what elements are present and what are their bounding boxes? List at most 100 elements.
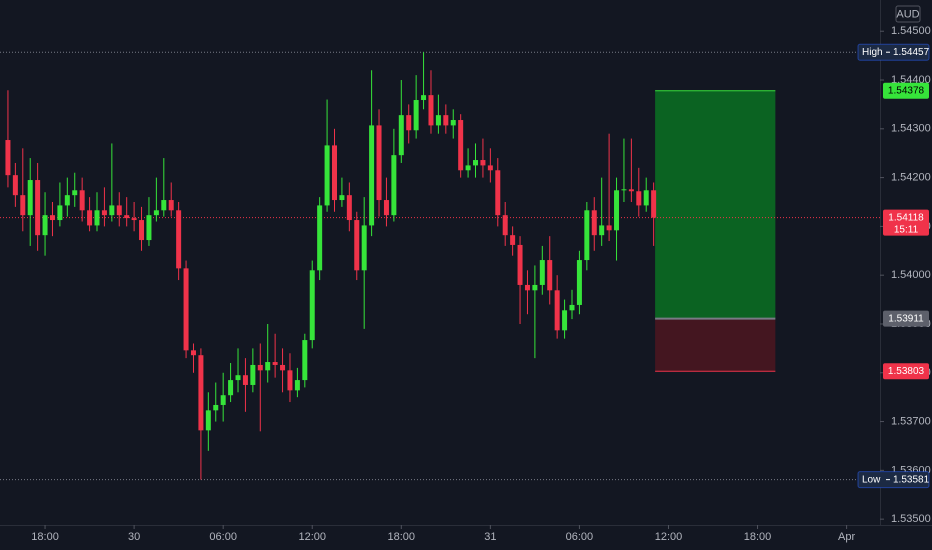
x-tick-label: 06:00 (566, 531, 594, 543)
candle-body (428, 95, 434, 126)
candle-body (651, 190, 657, 218)
candle-body (294, 380, 300, 391)
candle-body (554, 290, 560, 331)
candle-body (190, 350, 196, 356)
candle-body (443, 115, 449, 126)
candle-body (547, 260, 553, 291)
candle-body (569, 304, 575, 311)
entry-label: 1.53911 (888, 313, 924, 324)
candle-body (228, 380, 234, 396)
candle-body (5, 140, 11, 176)
candle-body (109, 205, 115, 216)
candle-body (331, 145, 337, 201)
candle-body (473, 160, 479, 166)
x-tick-label: 30 (128, 531, 140, 543)
candle-body (146, 215, 152, 241)
candle-body (391, 155, 397, 216)
last-price-label: 1.54118 (888, 212, 924, 223)
y-tick-label: 1.53500 (891, 513, 931, 525)
candle-body (94, 210, 100, 226)
candle-body (621, 189, 627, 191)
candle-body (12, 175, 18, 196)
y-tick-label: 1.54000 (891, 269, 931, 281)
candle-body (614, 190, 620, 231)
candle-body (591, 210, 597, 236)
candle-body (57, 205, 63, 221)
y-tick-label: 1.54200 (891, 172, 931, 184)
entry-box (883, 310, 929, 327)
candle-body (153, 210, 159, 216)
candle-body (49, 215, 55, 221)
candle-body (576, 260, 582, 305)
candle-body (35, 180, 41, 236)
take-profit-label: 1.54378 (888, 85, 925, 96)
candle-body (435, 115, 441, 126)
y-tick-label: 1.54500 (891, 25, 931, 37)
low-marker-box (857, 471, 930, 489)
x-tick-label: 18:00 (744, 531, 772, 543)
candle-body (176, 210, 182, 269)
candle-body (101, 210, 107, 216)
stop-loss-label: 1.53803 (888, 366, 925, 377)
candle-body (383, 200, 389, 216)
x-tick-label: 18:00 (31, 531, 59, 543)
candle-body (250, 364, 256, 385)
candle-body (369, 125, 375, 226)
loss-zone (655, 318, 776, 372)
stop-loss-box (883, 363, 929, 380)
candle-body (280, 364, 286, 371)
candle-body (27, 180, 33, 216)
candle-body (421, 95, 427, 101)
candle-body (79, 190, 85, 211)
candle-body (20, 195, 26, 216)
candle-body (495, 170, 501, 216)
y-tick-label: 1.54300 (891, 123, 931, 135)
candle-body (524, 284, 530, 291)
candle-body (116, 205, 122, 216)
candle-body (139, 220, 145, 241)
candle-body (413, 100, 419, 131)
candle-body (628, 189, 634, 192)
candle-body (487, 165, 493, 171)
candle-body (235, 375, 241, 381)
last-price-box (883, 209, 929, 236)
candle-body (324, 145, 330, 206)
high-marker-name: High (862, 47, 883, 58)
take-profit-box (883, 82, 929, 99)
low-marker-value: 1.53581 (893, 474, 930, 485)
candle-body (309, 270, 315, 341)
candle-body (346, 195, 352, 221)
candle-body (64, 195, 70, 206)
candle-body (168, 200, 174, 211)
candle-body (517, 244, 523, 285)
x-tick-label: 31 (484, 531, 496, 543)
high-marker-value: 1.54457 (893, 47, 930, 58)
y-tick-label: 1.53700 (891, 415, 931, 427)
candle-body (599, 225, 605, 236)
candle-body (265, 362, 271, 371)
candle-body (406, 115, 412, 131)
candle-body (502, 215, 508, 236)
candle-body (376, 125, 382, 201)
candle-body (562, 310, 568, 331)
candle-body (465, 165, 471, 171)
candle-body (42, 215, 48, 236)
candle-body (539, 260, 545, 285)
candle-body (636, 191, 642, 206)
x-tick-label: 12:00 (655, 531, 683, 543)
candle-body (220, 395, 226, 405)
candle-body (287, 370, 293, 391)
candle-body (458, 120, 464, 171)
low-marker-name: Low (862, 474, 881, 485)
x-tick-label: 12:00 (298, 531, 326, 543)
x-tick-label: 18:00 (388, 531, 416, 543)
candle-body (606, 225, 612, 231)
profit-zone (655, 90, 776, 319)
candle-body (213, 404, 219, 411)
currency-box[interactable] (895, 5, 921, 23)
candle-body (339, 195, 345, 201)
candle-body (398, 115, 404, 156)
x-tick-label: 06:00 (209, 531, 237, 543)
